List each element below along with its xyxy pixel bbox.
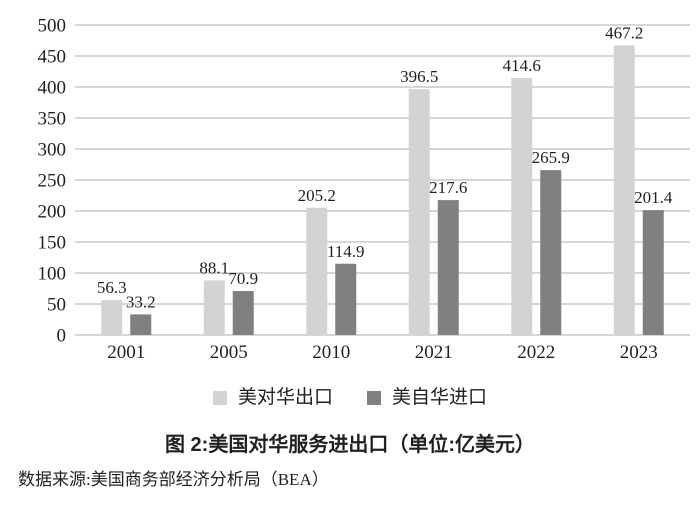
y-axis-tick-label: 350 [38,109,67,130]
bar-imports [335,263,357,335]
y-axis-tick-label: 250 [38,171,67,192]
legend-item-us-imports: 美自华进口 [367,387,487,409]
y-axis-tick-label: 150 [38,233,67,254]
x-axis-category-label: 2010 [312,342,350,363]
x-axis-category-label: 2022 [517,342,555,363]
bar-value-label: 56.3 [97,278,127,297]
bar-value-label: 414.6 [503,56,541,75]
x-axis-category-label: 2005 [210,342,248,363]
y-axis-tick-label: 450 [38,47,67,68]
y-axis-tick-label: 300 [38,140,67,161]
bar-imports [540,170,562,335]
bar-value-label: 70.9 [228,269,258,288]
legend-item-us-exports: 美对华出口 [212,387,333,409]
y-axis-tick-label: 0 [57,326,67,347]
bar-value-label: 88.1 [199,258,229,277]
bar-exports [306,207,328,335]
bar-exports [101,300,123,335]
x-axis-category-label: 2021 [415,342,453,363]
y-axis-tick-label: 500 [38,16,67,37]
y-axis-tick-label: 100 [38,264,67,285]
legend-label-exports: 美对华出口 [237,387,333,408]
bar-value-label: 265.9 [532,148,570,167]
bar-value-label: 114.9 [327,242,365,261]
bar-imports [642,210,664,335]
data-source-note: 数据来源:美国商务部经济分析局（BEA） [18,470,329,489]
bar-chart: 0 50 100 150 200 250 300 350 400 450 500 56.333.2 20… [38,16,690,363]
legend-label-imports: 美自华进口 [392,387,488,408]
bar-exports [613,45,635,335]
legend-swatch-exports [212,391,227,405]
y-axis-tick-label: 400 [38,78,67,99]
bar-exports [408,89,430,335]
chart-legend: 美对华出口 美自华进口 [0,387,700,409]
bar-exports [511,77,533,335]
y-axis-tick-label: 50 [47,295,66,316]
legend-swatch-imports [367,391,381,405]
bar-imports [130,314,152,335]
bar-value-label: 217.6 [429,178,467,197]
x-axis-category-label: 2001 [107,342,145,363]
x-axis-category-label: 2023 [620,342,658,363]
bar-value-label: 396.5 [400,67,438,86]
bar-value-label: 467.2 [605,23,643,42]
chart-title: 图 2:美国对华服务进出口（单位:亿美元） [165,434,535,456]
bar-value-label: 205.2 [298,186,336,205]
bar-value-label: 33.2 [126,292,156,311]
bar-value-label: 201.4 [634,188,673,207]
y-axis-tick-label: 200 [38,202,67,223]
bar-exports [203,280,225,335]
bar-imports [232,291,254,335]
bar-imports [437,200,459,335]
